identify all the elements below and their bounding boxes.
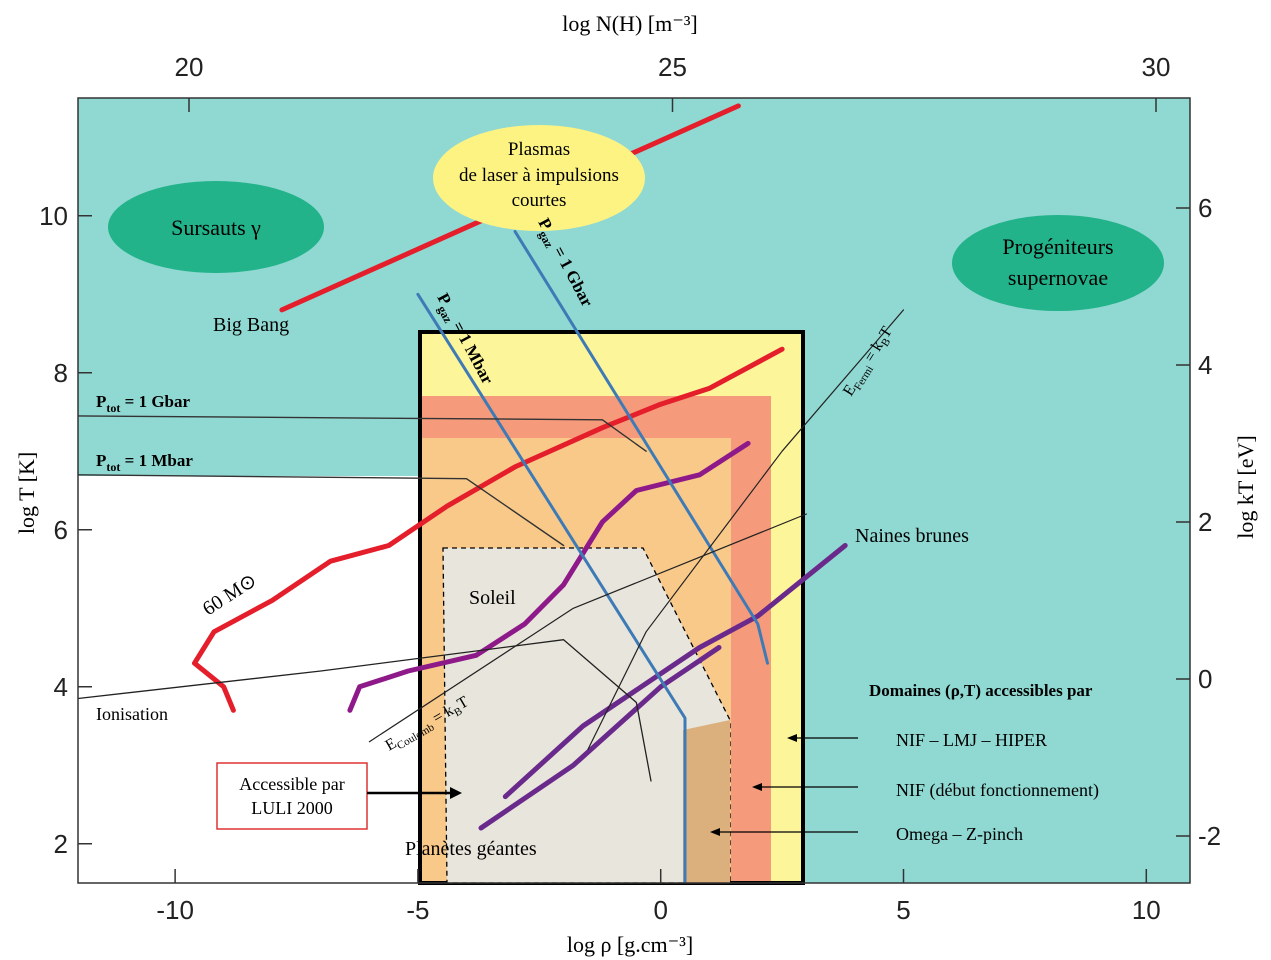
ellipse-progeniteurs xyxy=(952,215,1164,311)
label-naines: Naines brunes xyxy=(855,525,969,547)
label-big-bang: Big Bang xyxy=(213,314,289,336)
luli-label-2: LULI 2000 xyxy=(251,798,332,818)
domaines-item-3: Omega – Z-pinch xyxy=(896,824,1023,844)
domaines-item-1: NIF – LMJ – HIPER xyxy=(896,730,1047,750)
x-tick-label: -10 xyxy=(156,895,194,925)
y-axis-title: log T [K] xyxy=(14,452,39,534)
y2-tick-label: -2 xyxy=(1198,821,1221,851)
series-line-10 xyxy=(368,513,808,743)
y2-tick-label: 2 xyxy=(1198,507,1212,537)
y-tick-label: 4 xyxy=(54,672,68,702)
label-ptot-mbar: Ptot = 1 Mbar xyxy=(96,451,193,474)
series-line-5 xyxy=(416,292,687,883)
ellipse-plasmas xyxy=(433,125,645,231)
label-soleil: Soleil xyxy=(469,587,516,609)
label-plasmas-3: courtes xyxy=(512,190,567,211)
domaines-arrowhead-1 xyxy=(787,734,797,742)
x-tick-label: 5 xyxy=(896,895,910,925)
x2-tick-label: 25 xyxy=(658,52,687,82)
series-line-9 xyxy=(587,309,905,751)
y-tick-label: 2 xyxy=(54,829,68,859)
luli-arrowhead xyxy=(450,787,462,799)
x-tick-label: 0 xyxy=(653,895,667,925)
y2-axis-title: log kT [eV] xyxy=(1233,435,1258,538)
y2-tick-label: 6 xyxy=(1198,193,1212,223)
x-axis-title: log ρ [g.cm⁻³] xyxy=(567,932,693,957)
series-line-11 xyxy=(78,639,652,782)
label-progeniteurs-2: supernovae xyxy=(1008,265,1108,290)
domaines-arrowhead-2 xyxy=(752,783,762,791)
curves-layer xyxy=(78,103,905,883)
luli-label-1: Accessible par xyxy=(239,774,344,794)
series-line-2 xyxy=(347,440,751,713)
series-line-3 xyxy=(502,543,848,800)
label-plasmas-2: de laser à impulsions xyxy=(459,165,619,186)
ellipse-sursauts xyxy=(108,181,324,273)
label-sursauts: Sursauts γ xyxy=(171,215,261,240)
plot-frame xyxy=(77,97,1191,884)
series-line-4 xyxy=(478,645,722,831)
y2-tick-label: 0 xyxy=(1198,664,1212,694)
domaines-title: Domaines (ρ,T) accessibles par xyxy=(869,681,1093,700)
label-progeniteurs-1: Progéniteurs xyxy=(1002,234,1113,259)
label-ionisation: Ionisation xyxy=(96,704,168,724)
x-tick-label: -5 xyxy=(406,895,429,925)
y-tick-label: 8 xyxy=(54,358,68,388)
region-omega-dark xyxy=(683,720,730,883)
label-plasmas-1: Plasmas xyxy=(508,139,570,160)
luli-box xyxy=(216,762,368,830)
series-line-6 xyxy=(513,229,769,665)
label-ptot-gbar: Ptot = 1 Gbar xyxy=(96,392,191,415)
y-tick-label: 6 xyxy=(54,515,68,545)
series-line-7 xyxy=(78,415,647,452)
y-tick-label: 10 xyxy=(39,201,68,231)
x-tick-label: 10 xyxy=(1132,895,1161,925)
domaines-item-2: NIF (début fonctionnement) xyxy=(896,780,1099,801)
series-line-1 xyxy=(192,346,785,713)
label-planetes: Planètes géantes xyxy=(405,838,537,860)
x2-axis-title: log N(H) [m⁻³] xyxy=(562,11,698,36)
y2-tick-label: 4 xyxy=(1198,350,1212,380)
x2-tick-label: 30 xyxy=(1142,52,1171,82)
domaines-arrowhead-3 xyxy=(710,828,720,836)
x2-tick-label: 20 xyxy=(175,52,204,82)
series-line-8 xyxy=(78,474,565,547)
